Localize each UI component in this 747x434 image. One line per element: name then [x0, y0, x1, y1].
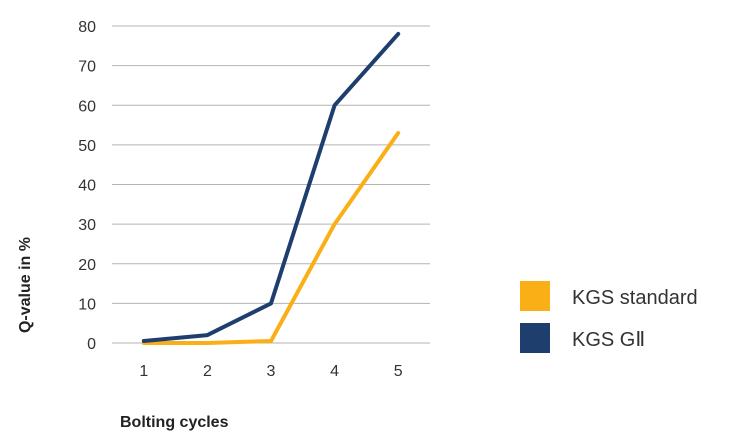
- y-tick-label: 40: [78, 178, 96, 195]
- legend-swatch-kgs-standard: [520, 281, 550, 311]
- x-tick-labels: 1 2 3 4 5: [139, 363, 402, 380]
- y-tick-label: 60: [78, 98, 96, 115]
- legend: KGS standard KGS GⅡ: [520, 281, 698, 353]
- x-axis-title: Bolting cycles: [120, 414, 229, 431]
- y-tick-label: 80: [78, 19, 96, 36]
- y-axis-title: Q-value in %: [17, 237, 34, 333]
- x-tick-label: 1: [139, 363, 148, 380]
- x-tick-label: 2: [203, 363, 212, 380]
- series-line-0: [141, 131, 401, 345]
- legend-label-kgs-g2: KGS GⅡ: [572, 329, 645, 351]
- y-tick-label: 70: [78, 59, 96, 76]
- x-tick-label: 3: [267, 363, 276, 380]
- x-tick-label: 5: [394, 363, 403, 380]
- y-tick-label: 20: [78, 257, 96, 274]
- y-tick-label: 0: [87, 336, 96, 353]
- y-tick-labels: 0 10 20 30 40 50 60 70 80: [78, 19, 96, 353]
- y-tick-label: 10: [78, 296, 96, 313]
- legend-swatch-kgs-g2: [520, 323, 550, 353]
- legend-label-kgs-standard: KGS standard: [572, 287, 698, 309]
- series-lines: [141, 31, 401, 345]
- gridlines: [112, 25, 430, 344]
- y-tick-label: 30: [78, 217, 96, 234]
- y-tick-label: 50: [78, 138, 96, 155]
- x-tick-label: 4: [330, 363, 339, 380]
